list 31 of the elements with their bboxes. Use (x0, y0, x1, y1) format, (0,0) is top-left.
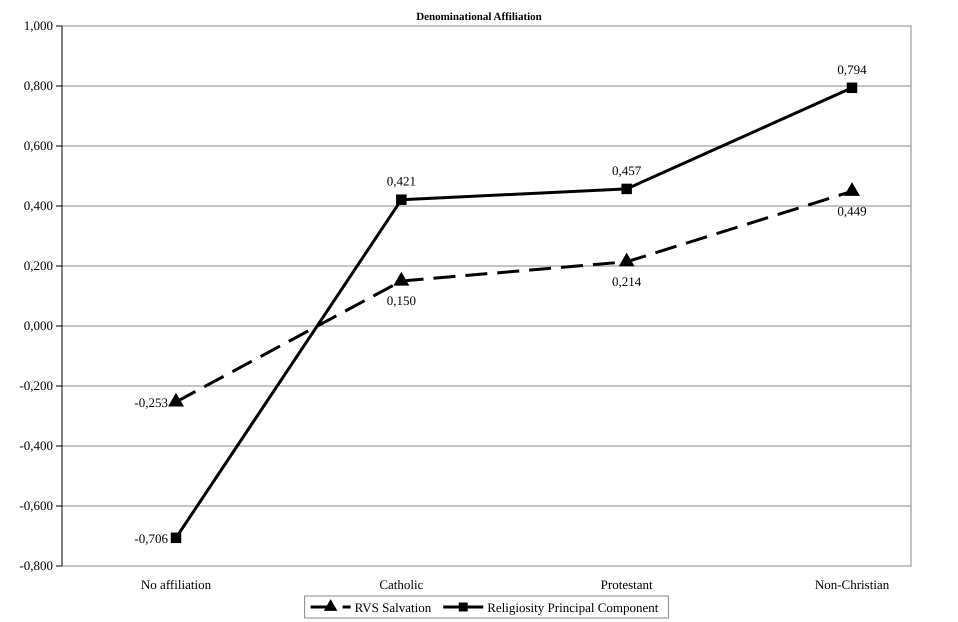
y-tick-label: 0,600 (24, 138, 53, 154)
point (621, 184, 632, 194)
point (396, 194, 407, 205)
x-tick-label: Catholic (379, 577, 424, 592)
x-tick-label: Non-Christian (814, 577, 890, 592)
data-label: 0,150 (386, 293, 416, 308)
point (846, 82, 858, 94)
y-tick-label: 0,800 (24, 78, 53, 94)
y-tick-label: -0,600 (19, 498, 53, 514)
y-tick-label: -0,400 (19, 438, 53, 454)
legend-label: RVS Salvation (354, 600, 432, 615)
data-label: 0,214 (612, 274, 642, 289)
y-tick-label: 0,400 (24, 198, 53, 214)
x-tick-label: No affiliation (140, 577, 212, 592)
data-label: -0,253 (134, 394, 168, 410)
y-tick-label: 1,000 (24, 18, 53, 34)
data-label: -0,706 (134, 530, 168, 546)
x-tick-label: Protestant (600, 577, 654, 592)
y-tick-label: 0,200 (24, 258, 53, 274)
data-label: 0,794 (837, 62, 868, 77)
data-label: 0,457 (612, 162, 642, 178)
y-tick-label: -0,200 (19, 378, 53, 394)
data-label: 0,421 (386, 174, 416, 189)
y-tick-label: -0,800 (19, 558, 53, 574)
data-label: 0,449 (837, 203, 867, 218)
chart-title: Denominational Affiliation (416, 11, 542, 23)
point (168, 392, 184, 406)
legend-label: Religiosity Principal Component (487, 600, 659, 615)
point (618, 252, 635, 266)
point (393, 272, 410, 286)
y-tick-label: 0,000 (24, 318, 53, 334)
